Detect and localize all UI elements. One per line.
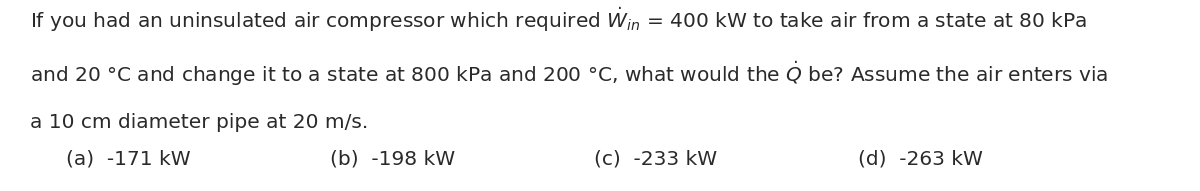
Text: and 20 °C and change it to a state at 800 kPa and 200 °C, what would the $\dot{Q: and 20 °C and change it to a state at 80… [30,59,1109,88]
Text: (a)  -171 kW: (a) -171 kW [66,149,191,168]
Text: (d)  -263 kW: (d) -263 kW [858,149,983,168]
Text: If you had an uninsulated air compressor which required $\dot{W}_{in}$ = 400 kW : If you had an uninsulated air compressor… [30,6,1087,34]
Text: (c)  -233 kW: (c) -233 kW [594,149,718,168]
Text: a 10 cm diameter pipe at 20 m/s.: a 10 cm diameter pipe at 20 m/s. [30,113,368,132]
Text: (b)  -198 kW: (b) -198 kW [330,149,455,168]
